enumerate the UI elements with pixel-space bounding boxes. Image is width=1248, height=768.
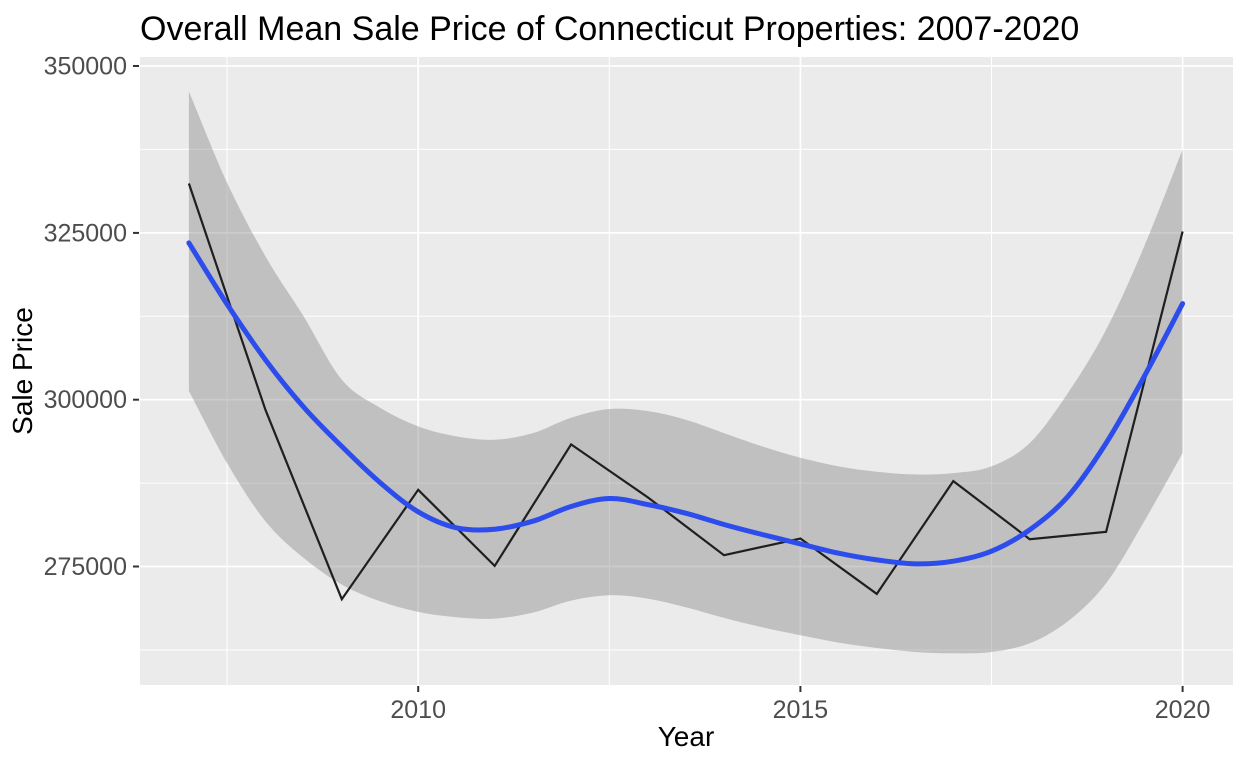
y-tick-label: 275000 [44,553,127,581]
y-axis-title: Sale Price [7,307,38,435]
series-layer [186,183,1186,602]
x-tick-label: 2010 [390,696,446,724]
x-tick-label: 2015 [773,696,829,724]
x-tick-label: 2020 [1155,696,1211,724]
y-tick-label: 300000 [44,386,127,414]
y-tick-label: 350000 [44,53,127,81]
gridlines-layer [140,57,1233,685]
axis-layer: 350000 325000 300000 275000 2010 2015 2020 [44,53,1211,725]
x-axis-title: Year [658,721,715,752]
confidence-band [188,91,1183,654]
loess_smooth-line [186,240,1186,567]
mean_sale_price-line [187,183,1184,602]
plot-title: Overall Mean Sale Price of Connecticut P… [140,10,1079,48]
panel-layer [140,57,1233,685]
confidence-band-layer [188,91,1183,654]
panel-background [140,57,1233,685]
y-tick-label: 325000 [44,219,127,247]
